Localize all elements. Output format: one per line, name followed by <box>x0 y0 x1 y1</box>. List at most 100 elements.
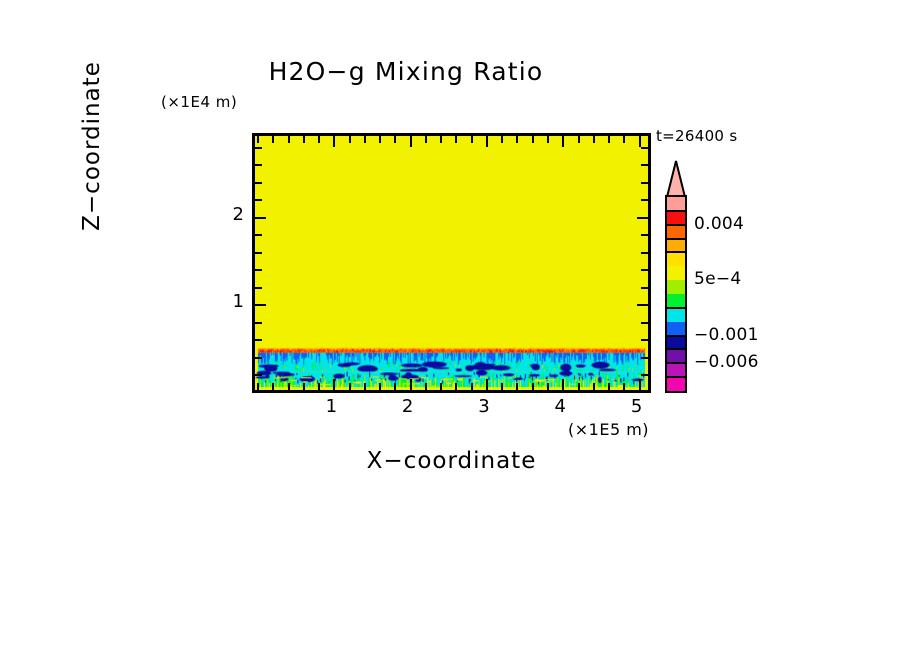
x-minor-tick <box>440 136 443 143</box>
y-minor-tick <box>641 234 648 237</box>
y-minor-tick <box>255 356 262 359</box>
x-minor-tick <box>470 136 473 143</box>
colorbar-tick-label: −0.001 <box>694 324 759 345</box>
x-minor-tick <box>272 136 275 143</box>
x-major-tick <box>638 379 641 390</box>
x-minor-tick <box>455 136 458 143</box>
x-major-tick <box>409 136 412 147</box>
y-minor-tick <box>255 146 262 149</box>
y-minor-tick <box>641 181 648 184</box>
y-minor-tick <box>255 269 262 272</box>
colorbar-band <box>667 224 685 240</box>
y-major-tick <box>255 304 266 307</box>
x-axis-unit-label: (×1E5 m) <box>568 420 650 439</box>
colorbar-band-separator <box>667 223 685 226</box>
y-minor-tick <box>255 374 262 377</box>
x-minor-tick <box>546 136 549 143</box>
y-minor-tick <box>641 199 648 202</box>
colorbar-band <box>667 335 685 351</box>
y-tick-label: 1 <box>232 291 244 313</box>
y-minor-tick <box>255 234 262 237</box>
x-minor-tick <box>516 383 519 390</box>
y-tick-label: 2 <box>232 203 244 225</box>
x-minor-tick <box>287 136 290 143</box>
x-minor-tick <box>394 383 397 390</box>
y-minor-tick <box>641 164 648 167</box>
x-minor-tick <box>501 383 504 390</box>
x-minor-tick <box>257 136 259 143</box>
colorbar-band <box>667 349 685 364</box>
colorbar <box>665 160 687 393</box>
colorbar-band-separator <box>667 334 685 337</box>
colorbar-tick-label: 0.004 <box>694 213 745 234</box>
y-minor-tick <box>255 339 262 342</box>
colorbar-band-separator <box>667 209 685 212</box>
x-minor-tick <box>577 383 580 390</box>
colorbar-tick-label: 5e−4 <box>694 269 742 290</box>
y-major-tick <box>637 216 648 219</box>
y-major-tick <box>637 304 648 307</box>
colorbar-band <box>667 363 685 378</box>
y-axis-title: Z−coordinate <box>79 61 105 231</box>
x-tick-label: 1 <box>325 396 338 417</box>
heatmap-field <box>255 136 648 390</box>
x-minor-tick <box>592 383 595 390</box>
x-minor-tick <box>546 383 549 390</box>
x-minor-tick <box>623 383 626 390</box>
x-minor-tick <box>318 383 321 390</box>
colorbar-band <box>667 377 685 391</box>
y-minor-tick <box>641 251 648 254</box>
y-axis-unit-label: (×1E4 m) <box>161 93 238 111</box>
x-axis-title: X−coordinate <box>366 448 537 474</box>
colorbar-band <box>667 307 685 323</box>
y-minor-tick <box>255 181 262 184</box>
x-major-tick <box>562 136 565 147</box>
x-minor-tick <box>516 136 519 143</box>
x-minor-tick <box>424 383 427 390</box>
x-major-tick <box>638 136 641 147</box>
y-minor-tick <box>641 356 648 359</box>
page-title: H2O−g Mixing Ratio <box>268 57 544 86</box>
plot-area <box>252 133 651 393</box>
y-minor-tick <box>641 286 648 289</box>
x-tick-label: 5 <box>630 396 643 417</box>
x-tick-label: 4 <box>554 396 566 417</box>
y-minor-tick <box>641 321 648 324</box>
x-major-tick <box>333 379 336 390</box>
x-major-tick <box>485 379 488 390</box>
colorbar-band-separator <box>667 362 685 365</box>
x-minor-tick <box>363 383 366 390</box>
colorbar-tick-label: −0.006 <box>694 352 759 373</box>
x-major-tick <box>409 379 412 390</box>
colorbar-band <box>667 321 685 337</box>
x-minor-tick <box>531 136 534 143</box>
colorbar-band <box>667 238 685 254</box>
y-minor-tick <box>255 164 262 167</box>
x-minor-tick <box>302 383 305 390</box>
colorbar-band <box>667 252 685 267</box>
x-tick-label: 3 <box>478 396 490 417</box>
colorbar-gradient <box>665 195 687 393</box>
x-minor-tick <box>592 136 595 143</box>
x-minor-tick <box>394 136 397 143</box>
colorbar-band <box>667 210 685 226</box>
x-minor-tick <box>424 136 427 143</box>
x-minor-tick <box>318 136 321 143</box>
x-minor-tick <box>272 383 275 390</box>
y-minor-tick <box>255 286 262 289</box>
x-major-tick <box>485 136 488 147</box>
colorbar-band-separator <box>667 348 685 351</box>
colorbar-band <box>667 197 685 212</box>
y-minor-tick <box>255 251 262 254</box>
colorbar-band-separator <box>667 376 685 379</box>
x-minor-tick <box>623 136 626 143</box>
x-minor-tick <box>379 383 382 390</box>
x-minor-tick <box>470 383 473 390</box>
x-minor-tick <box>608 383 611 390</box>
y-minor-tick <box>255 199 262 202</box>
x-minor-tick <box>379 136 382 143</box>
x-minor-tick <box>608 136 611 143</box>
x-minor-tick <box>348 383 351 390</box>
x-minor-tick <box>348 136 351 143</box>
